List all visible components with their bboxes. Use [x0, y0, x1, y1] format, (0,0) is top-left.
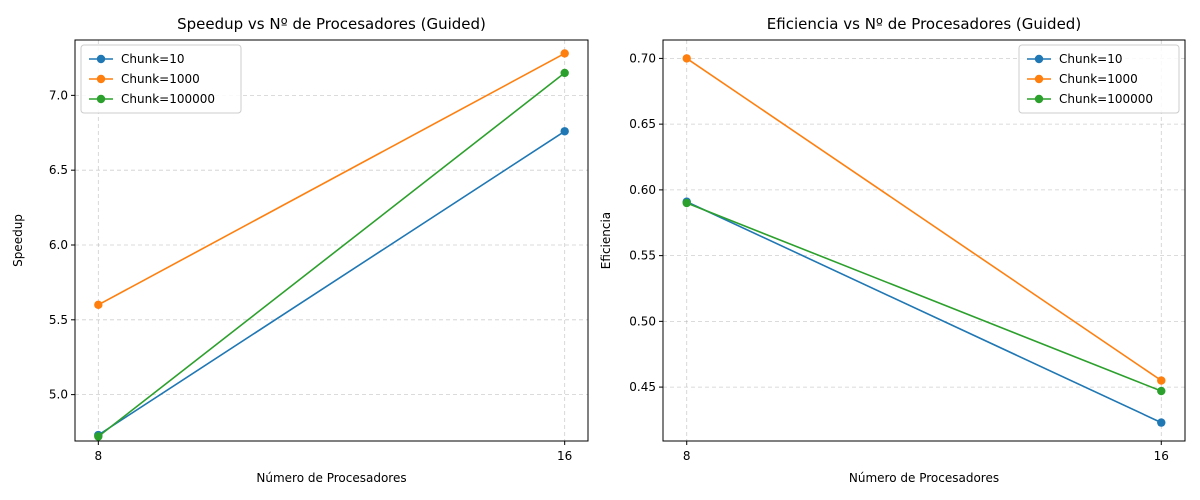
series-line: [686, 57, 1162, 382]
legend-marker: [96, 54, 106, 64]
data-point: [1157, 386, 1166, 396]
legend-marker: [1034, 74, 1044, 84]
data-point: [94, 432, 103, 441]
legend-label: Chunk=1000: [121, 72, 200, 86]
x-axis-label: Número de Procesadores: [849, 471, 999, 485]
y-tick-label: 0.45: [629, 380, 656, 394]
y-tick-label: 0.70: [629, 51, 656, 65]
x-axis-label: Número de Procesadores: [256, 471, 406, 485]
y-tick-label: 6.5: [49, 163, 68, 177]
legend-label: Chunk=100000: [121, 92, 215, 106]
data-point: [94, 300, 103, 310]
y-tick-label: 0.65: [629, 117, 656, 131]
legend-marker: [96, 74, 106, 84]
legend-label: Chunk=10: [1059, 52, 1122, 66]
chart-title: Eficiencia vs Nº de Procesadores (Guided…: [767, 15, 1081, 33]
y-tick-label: 0.60: [629, 183, 656, 197]
y-tick-label: 0.50: [629, 314, 656, 328]
x-tick-label: 8: [683, 449, 691, 463]
legend: Chunk=10 Chunk=1000 Chunk=100000: [1018, 44, 1180, 114]
speedup-chart: Speedup vs Nº de Procesadores (Guided) 5.…: [11, 15, 589, 485]
data-point: [560, 49, 569, 58]
x-tick-label: 16: [557, 449, 572, 463]
series-line: [686, 202, 1162, 392]
legend-marker: [1034, 94, 1044, 104]
y-tick-label: 6.0: [49, 238, 68, 252]
y-tick-label: 7.0: [49, 88, 68, 102]
plot-frame: [74, 39, 589, 442]
x-tick-label: 8: [94, 449, 102, 463]
y-axis-label: Speedup: [11, 214, 25, 267]
legend-label: Chunk=1000: [1059, 72, 1138, 86]
data-point: [1157, 418, 1166, 427]
legend-marker: [1034, 54, 1044, 64]
y-axis-label: Eficiencia: [599, 212, 613, 269]
data-point: [560, 68, 569, 78]
y-tick-label: 5.0: [49, 388, 68, 402]
legend-box: [1018, 44, 1180, 114]
y-tick-label: 5.5: [49, 313, 68, 327]
series-line: [97, 72, 566, 438]
plot-frame: [662, 39, 1186, 442]
chart-title: Speedup vs Nº de Procesadores (Guided): [177, 15, 486, 33]
legend-box: [80, 44, 242, 114]
legend-label: Chunk=100000: [1059, 92, 1153, 106]
series-line: [97, 130, 566, 436]
data-point: [682, 54, 691, 63]
data-point: [682, 198, 691, 208]
series-line: [686, 200, 1162, 424]
legend-label: Chunk=10: [121, 52, 184, 66]
data-point: [560, 127, 569, 136]
legend-marker: [96, 94, 106, 104]
efficiency-chart: Eficiencia vs Nº de Procesadores (Guided…: [599, 15, 1186, 485]
y-tick-label: 0.55: [629, 249, 656, 263]
data-point: [1157, 376, 1166, 385]
x-tick-label: 16: [1154, 449, 1169, 463]
series-line: [97, 52, 566, 306]
legend: Chunk=10 Chunk=1000 Chunk=100000: [80, 44, 242, 114]
